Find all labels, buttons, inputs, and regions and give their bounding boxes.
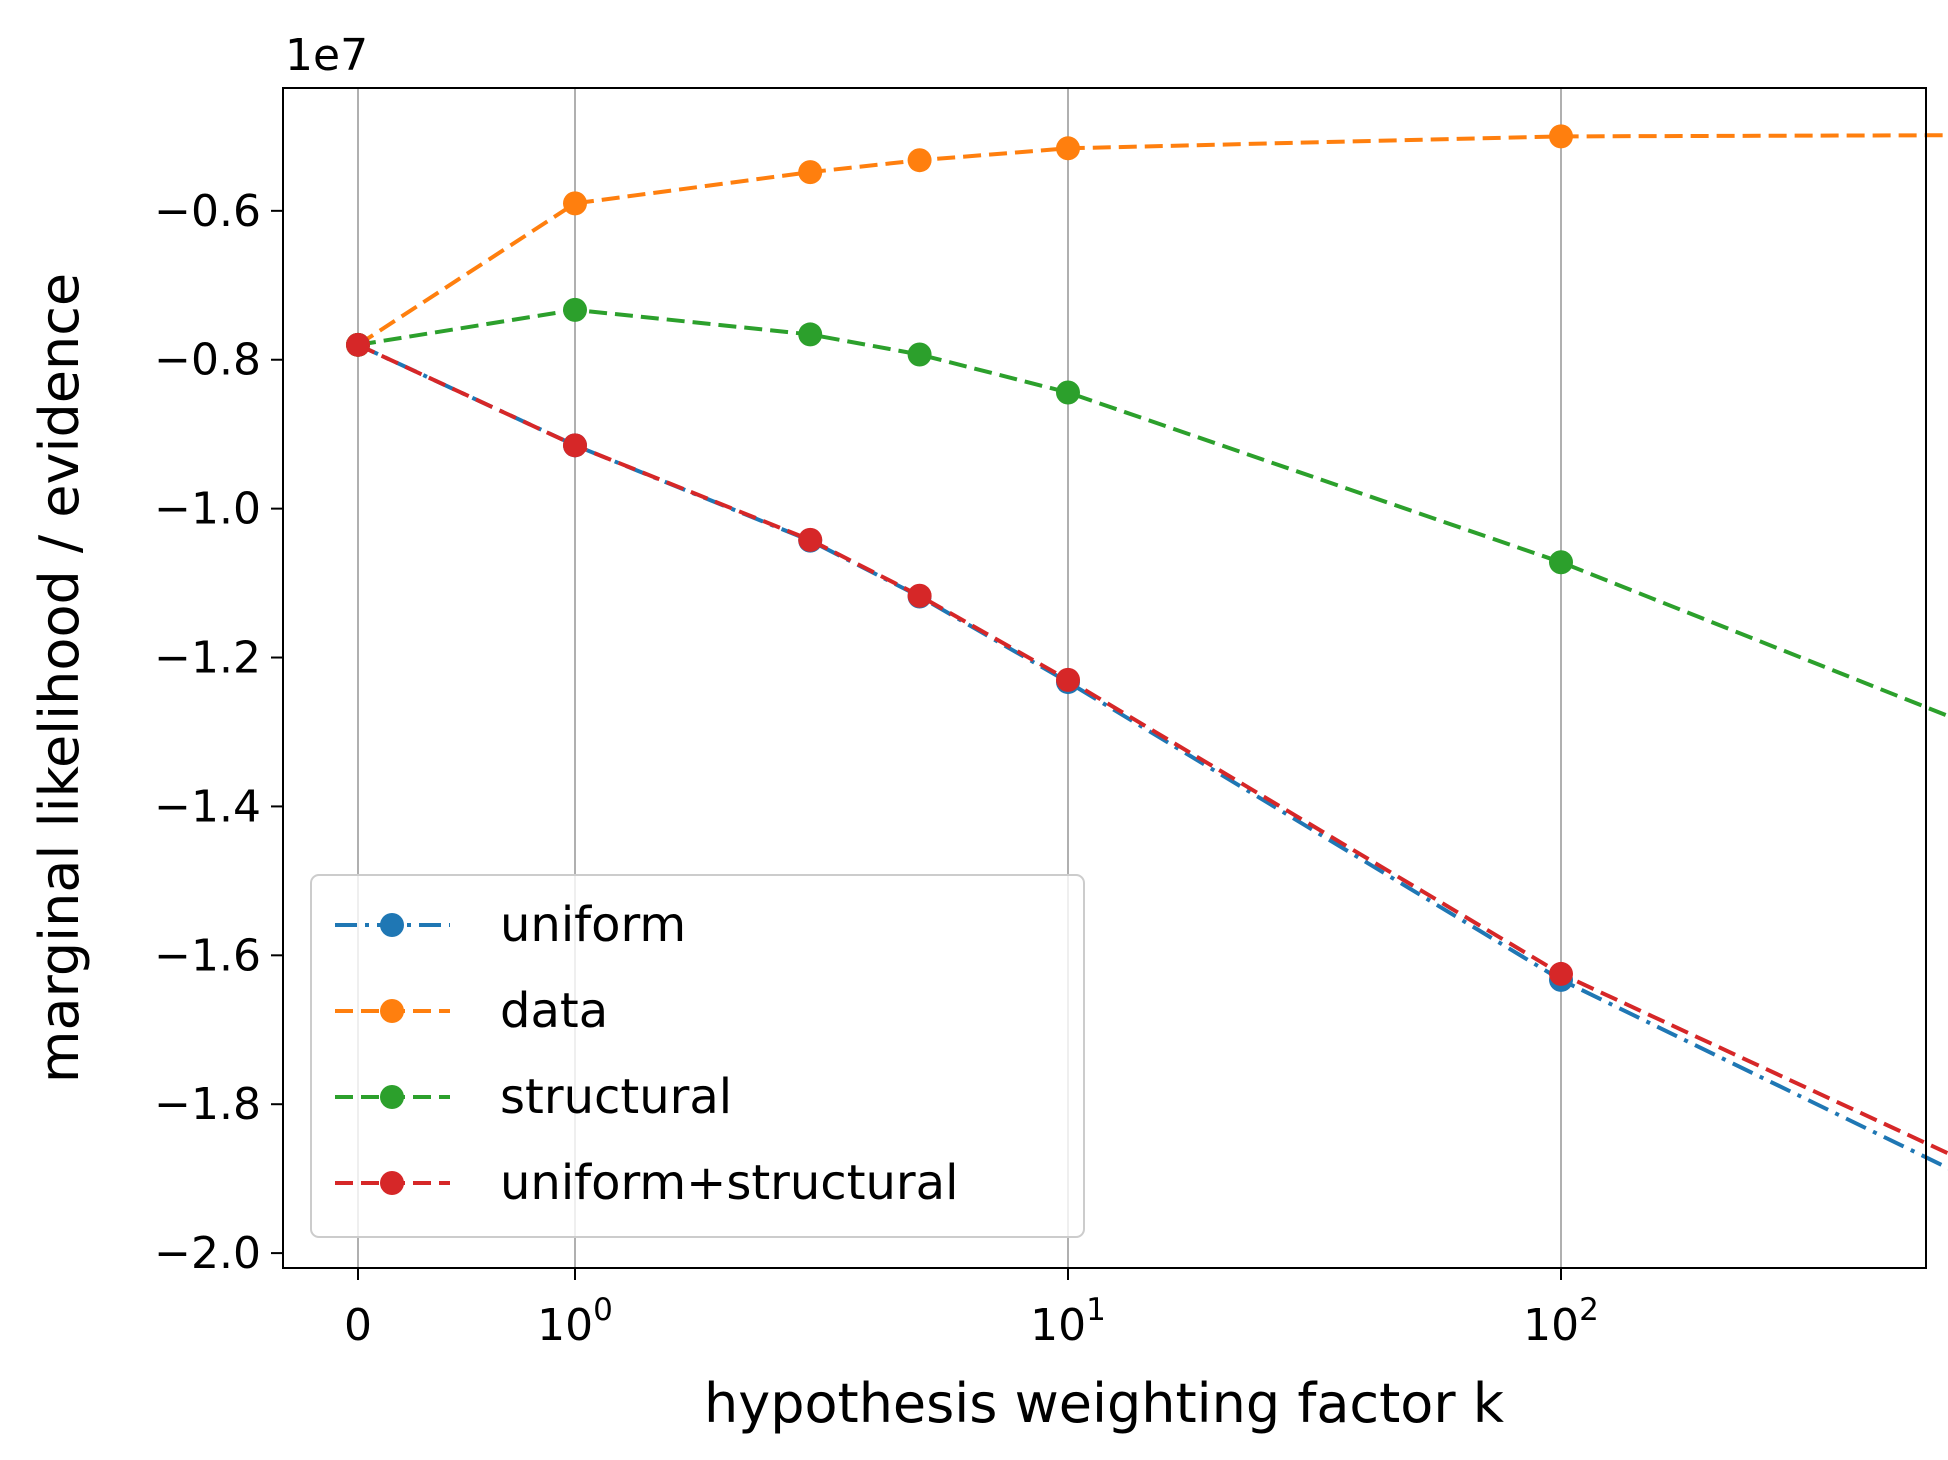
legend-entries: uniform data structural uniform+structural xyxy=(335,897,958,1211)
point-data-5 xyxy=(1549,124,1573,149)
x-tick-label-3: 102 xyxy=(1523,1292,1599,1351)
y-tick-label-5: −1.6 xyxy=(154,930,261,981)
plot-frame xyxy=(282,87,1927,1269)
point-structural-2 xyxy=(798,322,823,347)
point-data-1 xyxy=(563,191,587,216)
point-uniform-structural-2 xyxy=(798,527,823,552)
point-uniform-structural-3 xyxy=(907,583,932,608)
point-structural-3 xyxy=(907,342,932,367)
point-structural-5 xyxy=(1549,550,1573,575)
y-axis-label: marginal likelihood / evidence xyxy=(28,273,91,1083)
legend-box xyxy=(310,874,1085,1238)
y-tick-label-7: −2.0 xyxy=(154,1228,261,1279)
legend-marker-uniform-structural xyxy=(380,1171,404,1195)
x-axis-label: hypothesis weighting factor k xyxy=(704,1372,1505,1435)
legend-marker-data xyxy=(380,999,404,1023)
point-structural-1 xyxy=(563,297,587,322)
legend-label-uniform-structural: uniform+structural xyxy=(500,1155,958,1211)
point-uniform-structural-5 xyxy=(1549,961,1573,986)
y-tick-label-3: −1.2 xyxy=(154,633,261,684)
y-tick-label-0: −0.6 xyxy=(154,186,261,237)
x-axis-ticks: 0100101102103 xyxy=(344,1268,1599,1351)
y-tick-label-2: −1.0 xyxy=(154,484,261,535)
point-uniform-structural-4 xyxy=(1056,667,1080,692)
point-data-4 xyxy=(1056,136,1080,161)
legend-marker-structural xyxy=(380,1085,404,1109)
point-structural-4 xyxy=(1056,380,1080,405)
point-data-3 xyxy=(907,148,932,173)
x-tick-label-0: 0 xyxy=(344,1300,372,1351)
legend-label-structural: structural xyxy=(500,1069,732,1125)
point-data-2 xyxy=(798,160,823,185)
x-tick-label-1: 100 xyxy=(537,1292,613,1351)
x-tick-label-2: 101 xyxy=(1030,1292,1106,1351)
y-tick-label-6: −1.8 xyxy=(154,1079,261,1130)
point-uniform-structural-0 xyxy=(346,332,370,357)
point-uniform-structural-1 xyxy=(563,433,587,458)
series-layer xyxy=(346,124,1948,1171)
legend: uniform data structural uniform+structural xyxy=(310,874,1085,1238)
legend-marker-uniform xyxy=(380,913,404,937)
legend-label-uniform: uniform xyxy=(500,897,686,953)
y-scale-label: 1e7 xyxy=(285,30,368,81)
legend-label-data: data xyxy=(500,983,608,1039)
y-axis-ticks: −0.6 −0.8 −1.0 −1.2 −1.4 −1.6 −1.8 −2.0 xyxy=(154,186,283,1279)
y-tick-label-4: −1.4 xyxy=(154,781,261,832)
y-tick-label-1: −0.8 xyxy=(154,335,261,386)
